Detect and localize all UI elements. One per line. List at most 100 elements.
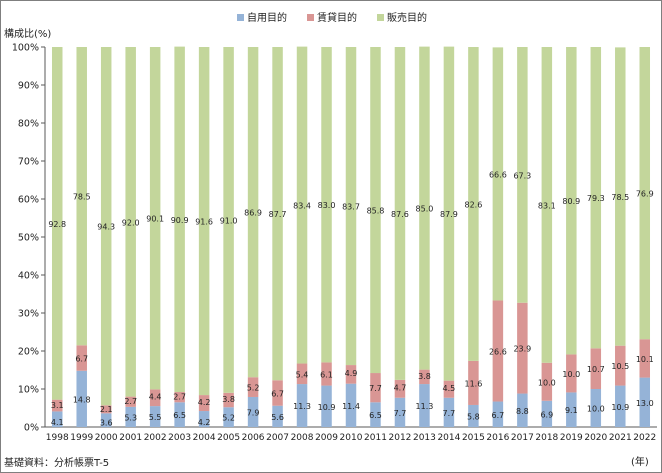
value-label-rental: 6.1 xyxy=(320,370,333,379)
x-tick-label: 2017 xyxy=(511,433,534,443)
value-label-rental: 10.1 xyxy=(636,355,654,364)
y-tick-label: 10% xyxy=(18,385,39,396)
x-tick-label: 2003 xyxy=(168,433,191,443)
bar-segment-owner xyxy=(76,370,87,427)
bar-segment-owner xyxy=(223,407,234,427)
bar-segment-sale xyxy=(517,47,528,303)
bar-segment-owner xyxy=(468,404,479,427)
x-tick-label: 2006 xyxy=(242,433,265,443)
x-tick-label: 2004 xyxy=(193,433,216,443)
x-tick-label: 2000 xyxy=(95,433,118,443)
bar-segment-sale xyxy=(468,47,479,361)
value-label-sale: 80.9 xyxy=(562,197,580,206)
bar-segment-sale xyxy=(345,47,357,366)
value-label-sale: 83.4 xyxy=(293,202,311,211)
bar-segment-owner xyxy=(590,389,602,427)
bar-segment-sale xyxy=(639,47,651,340)
value-label-sale: 76.9 xyxy=(636,190,654,199)
bar-segment-owner xyxy=(198,411,210,427)
value-label-owner: 5.8 xyxy=(467,412,480,421)
bar-segment-sale xyxy=(590,47,602,349)
bar-segment-sale xyxy=(419,46,430,370)
bar-segment-sale xyxy=(566,47,577,355)
value-label-rental: 5.4 xyxy=(296,370,309,379)
value-label-rental: 4.9 xyxy=(345,369,358,378)
bar-segment-rental xyxy=(492,300,504,402)
value-label-owner: 3.6 xyxy=(100,419,113,428)
bar-segment-owner xyxy=(272,405,283,427)
y-tick-label: 30% xyxy=(18,309,39,320)
value-label-rental: 4.4 xyxy=(149,393,162,402)
value-label-owner: 10.0 xyxy=(587,405,605,414)
value-label-owner: 4.1 xyxy=(51,418,64,427)
value-label-sale: 87.9 xyxy=(440,210,458,219)
value-label-sale: 83.1 xyxy=(538,201,556,210)
bar-segment-owner xyxy=(492,401,504,427)
x-tick-labels: 1998 1999 2000 2001 2002 2003 2004 2005 2006 2007… xyxy=(46,433,656,443)
bar-segment-owner xyxy=(321,385,332,427)
value-label-rental: 7.7 xyxy=(369,384,382,393)
bar-segment-sale xyxy=(370,47,381,374)
value-label-sale: 83.7 xyxy=(342,203,360,212)
value-label-sale: 90.9 xyxy=(171,216,189,225)
x-tick-label: 2012 xyxy=(389,433,412,443)
bar-segment-rental xyxy=(100,405,112,414)
bar-segment-sale xyxy=(443,46,455,381)
x-tick-label: 2022 xyxy=(633,433,656,443)
bar-segment-rental xyxy=(296,363,308,385)
bar-segment-rental xyxy=(125,396,136,407)
bar-segment-owner xyxy=(296,384,308,427)
bar-segment-owner xyxy=(100,413,112,427)
bar-segment-sale xyxy=(394,47,406,380)
y-tick-label: 100% xyxy=(12,43,39,54)
value-label-owner: 11.4 xyxy=(342,402,360,411)
value-label-rental: 2.7 xyxy=(173,393,186,402)
x-tick-label: 1998 xyxy=(46,433,69,443)
bar-segment-sale xyxy=(615,47,626,346)
bar-segment-rental xyxy=(76,345,87,371)
value-label-owner: 7.7 xyxy=(443,409,456,418)
legend-swatch-sale xyxy=(377,14,384,21)
value-label-owner: 8.8 xyxy=(516,407,529,416)
bar-segment-rental xyxy=(590,348,602,389)
bar-segment-rental xyxy=(370,373,381,403)
y-tick-label: 40% xyxy=(18,271,39,282)
value-label-sale: 91.0 xyxy=(220,216,238,225)
value-label-sale: 91.6 xyxy=(195,218,213,227)
x-tick-label: 2020 xyxy=(584,433,607,443)
bar-segment-rental xyxy=(639,339,651,378)
value-label-sale: 92.0 xyxy=(122,218,140,227)
x-tick-label: 2010 xyxy=(340,433,363,443)
bars xyxy=(51,46,651,427)
value-label-sale: 85.0 xyxy=(416,205,434,214)
value-label-rental: 10.0 xyxy=(562,370,580,379)
bar-segment-sale xyxy=(125,47,136,397)
bar-segment-owner xyxy=(345,383,357,427)
legend: 自用目的 賃貸目的 販売目的 xyxy=(237,11,427,24)
bar-segment-rental xyxy=(272,380,283,406)
y-tick-label: 80% xyxy=(18,119,39,130)
x-tick-label: 2005 xyxy=(217,433,240,443)
value-label-rental: 6.7 xyxy=(271,389,284,398)
bar-segment-sale xyxy=(541,47,553,363)
bar-segment-rental xyxy=(566,354,577,393)
value-label-owner: 6.5 xyxy=(173,411,186,420)
bar-segment-rental xyxy=(247,377,259,397)
y-tick-label: 20% xyxy=(18,347,39,358)
bar-segment-rental xyxy=(198,395,210,412)
value-label-owner: 6.7 xyxy=(492,411,505,420)
bar-segment-rental xyxy=(615,345,626,386)
bar-segment-rental xyxy=(419,369,430,385)
value-label-sale: 92.8 xyxy=(48,220,66,229)
bar-segment-owner xyxy=(517,393,528,427)
y-tick-label: 0% xyxy=(24,423,39,434)
bar-segment-owner xyxy=(639,377,651,427)
bar-segment-owner xyxy=(541,400,553,427)
bar-segment-sale xyxy=(149,47,161,390)
x-tick-label: 2002 xyxy=(144,433,167,443)
value-label-rental: 2.7 xyxy=(124,397,137,406)
legend-swatch-owner xyxy=(237,14,244,21)
x-tick-label: 2001 xyxy=(119,433,142,443)
value-label-rental: 3.8 xyxy=(222,395,235,404)
bar-segment-owner xyxy=(615,385,626,427)
